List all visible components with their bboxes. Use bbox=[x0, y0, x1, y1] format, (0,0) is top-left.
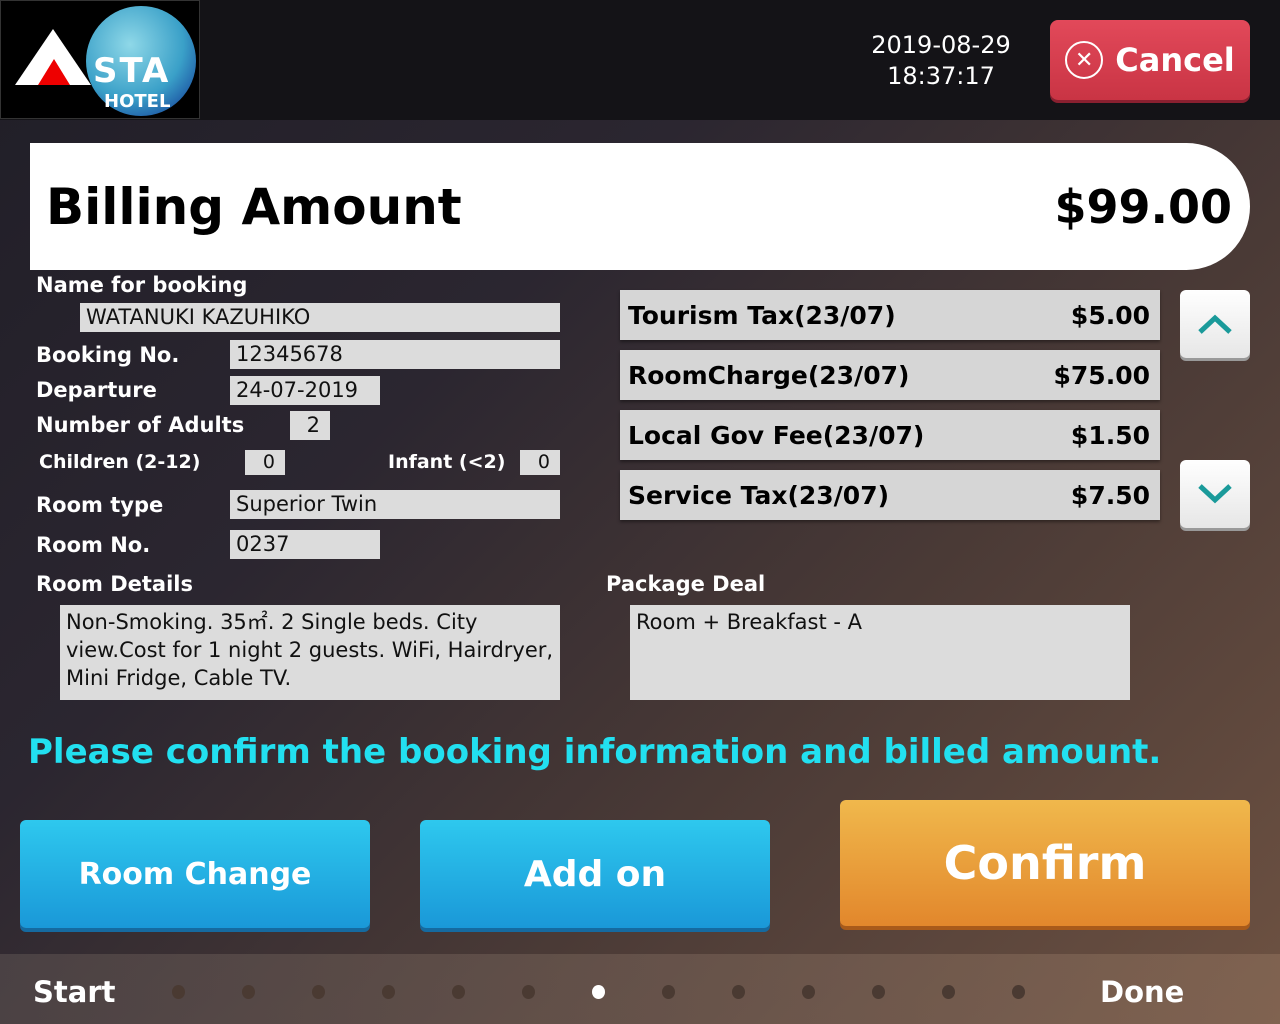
chevron-up-icon bbox=[1198, 314, 1232, 334]
date: 2019-08-29 bbox=[871, 31, 1011, 59]
add-on-button[interactable]: Add on bbox=[420, 820, 770, 928]
progress-dot bbox=[312, 985, 325, 999]
adults-label: Number of Adults bbox=[36, 413, 245, 437]
departure-label: Departure bbox=[36, 378, 157, 402]
room-no-field: 0237 bbox=[230, 530, 380, 559]
progress-start-label: Start bbox=[33, 975, 116, 1009]
room-type-field: Superior Twin bbox=[230, 490, 560, 519]
charge-row: Tourism Tax(23/07) $5.00 bbox=[620, 290, 1160, 340]
billing-amount-banner: Billing Amount $99.00 bbox=[30, 143, 1250, 270]
scroll-down-button[interactable] bbox=[1180, 460, 1250, 528]
scroll-up-button[interactable] bbox=[1180, 290, 1250, 358]
cancel-button[interactable]: ✕ Cancel bbox=[1050, 20, 1250, 100]
time: 18:37:17 bbox=[887, 62, 995, 90]
children-field: 0 bbox=[245, 450, 285, 475]
progress-bar bbox=[0, 954, 1280, 1024]
room-type-label: Room type bbox=[36, 493, 164, 517]
progress-done-label: Done bbox=[1100, 975, 1185, 1009]
progress-dot bbox=[942, 985, 955, 999]
hotel-logo: STA HOTEL bbox=[0, 0, 200, 119]
progress-dot bbox=[662, 985, 675, 999]
adults-field: 2 bbox=[290, 411, 330, 440]
progress-dot bbox=[382, 985, 395, 999]
progress-dot bbox=[242, 985, 255, 999]
progress-dot bbox=[802, 985, 815, 999]
close-circle-icon: ✕ bbox=[1065, 41, 1104, 79]
room-details-field: Non-Smoking. 35㎡. 2 Single beds. City vi… bbox=[60, 605, 560, 700]
infant-field: 0 bbox=[520, 450, 560, 475]
children-label: Children (2-12) bbox=[39, 451, 201, 473]
charge-row: RoomCharge(23/07) $75.00 bbox=[620, 350, 1160, 400]
infant-label: Infant (<2) bbox=[388, 451, 506, 473]
charge-row: Local Gov Fee(23/07) $1.50 bbox=[620, 410, 1160, 460]
booking-no-field: 12345678 bbox=[230, 340, 560, 369]
progress-dot bbox=[872, 985, 885, 999]
progress-dot bbox=[522, 985, 535, 999]
billing-title: Billing Amount bbox=[46, 177, 462, 236]
room-change-button[interactable]: Room Change bbox=[20, 820, 370, 928]
booking-no-label: Booking No. bbox=[36, 343, 180, 367]
billing-amount: $99.00 bbox=[1054, 179, 1232, 234]
room-details-label: Room Details bbox=[36, 572, 193, 596]
progress-dot-current bbox=[592, 985, 605, 999]
confirm-button[interactable]: Confirm bbox=[840, 800, 1250, 926]
globe-icon bbox=[86, 6, 196, 116]
progress-dot bbox=[452, 985, 465, 999]
progress-dot bbox=[732, 985, 745, 999]
confirm-message: Please confirm the booking information a… bbox=[28, 732, 1162, 772]
name-field: WATANUKI KAZUHIKO bbox=[80, 303, 560, 332]
departure-field: 24-07-2019 bbox=[230, 376, 380, 405]
charge-row: Service Tax(23/07) $7.50 bbox=[620, 470, 1160, 520]
progress-dot bbox=[1012, 985, 1025, 999]
chevron-down-icon bbox=[1198, 484, 1232, 504]
package-field: Room + Breakfast - A bbox=[630, 605, 1130, 700]
clock: 2019-08-29 18:37:17 bbox=[860, 30, 1022, 92]
progress-dot bbox=[172, 985, 185, 999]
room-no-label: Room No. bbox=[36, 533, 151, 557]
package-label: Package Deal bbox=[606, 572, 766, 596]
name-label: Name for booking bbox=[36, 273, 248, 297]
